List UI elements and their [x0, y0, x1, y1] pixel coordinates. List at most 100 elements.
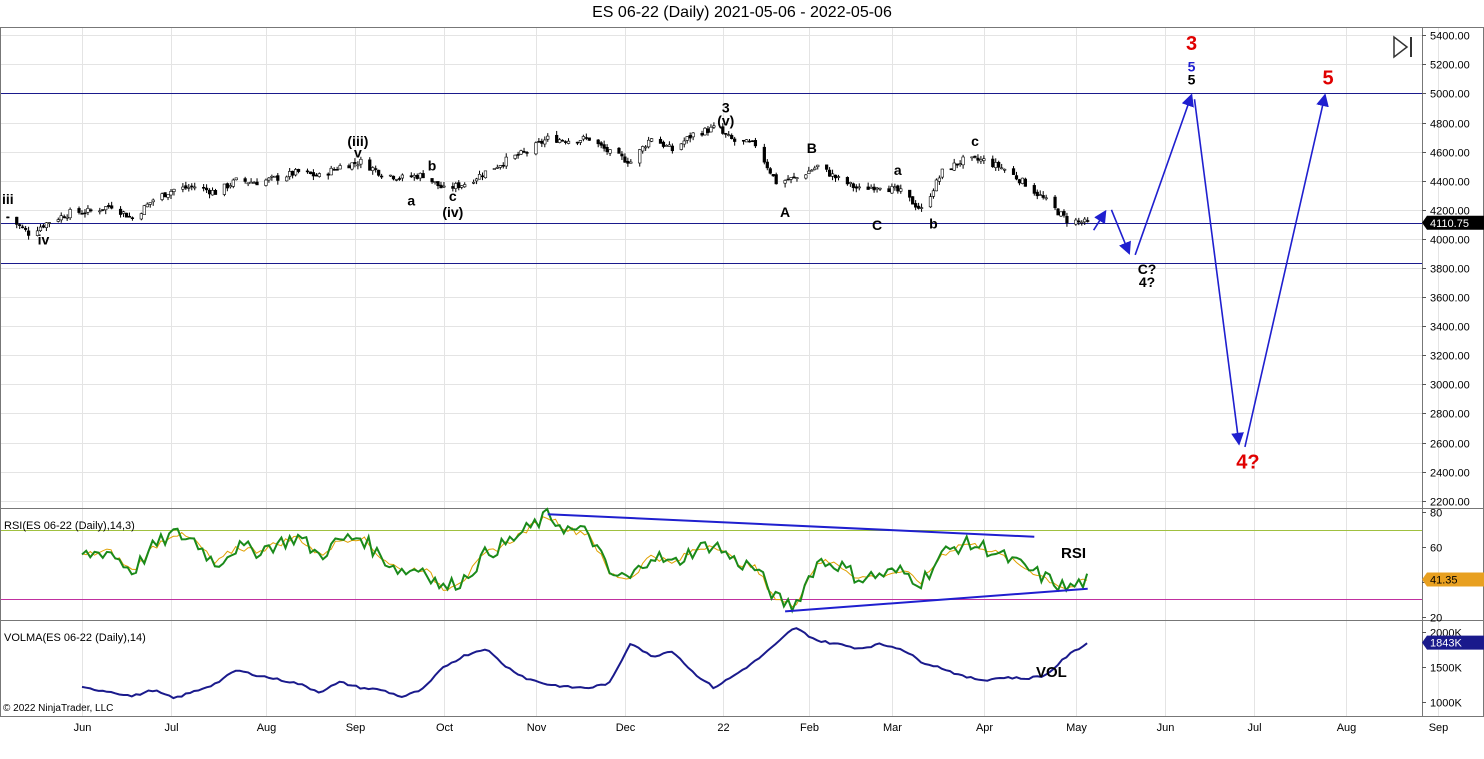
candle-body — [899, 188, 903, 192]
candle-body — [397, 178, 402, 180]
y-tick-label: 2200.00 — [1430, 497, 1470, 509]
candle-body — [202, 186, 206, 189]
candle-body — [727, 134, 731, 136]
candle-body — [1014, 175, 1019, 180]
wave-label: a — [407, 192, 415, 208]
wave-label: 3 — [722, 99, 730, 115]
candle-body — [356, 164, 360, 167]
y-tick-label: 3000.00 — [1430, 380, 1470, 392]
candle-body — [916, 205, 921, 209]
candle-body — [374, 168, 378, 170]
panel-borders — [0, 27, 1484, 717]
wave-label: c — [449, 188, 457, 204]
candle-body — [617, 147, 621, 154]
candle-body — [703, 127, 707, 136]
y-tick-label: 4600.00 — [1430, 148, 1470, 160]
candle-body — [359, 158, 363, 165]
candle-body — [18, 224, 22, 226]
candle-body — [1077, 220, 1081, 223]
candle-body — [563, 141, 568, 143]
candle-body — [234, 177, 238, 181]
candle-body — [44, 222, 48, 228]
candle-body — [291, 170, 295, 176]
y-tick-label: 4200.00 — [1430, 206, 1470, 218]
candle-body — [638, 149, 642, 164]
candle-body — [961, 156, 965, 166]
candle-body — [955, 163, 959, 166]
candle-body — [774, 174, 778, 185]
candle-body — [231, 179, 235, 187]
candle-body — [647, 139, 651, 148]
play-icon[interactable] — [1393, 35, 1412, 59]
x-tick-label: Nov — [527, 722, 547, 734]
candle-body — [807, 170, 811, 174]
x-tick-label: Jul — [164, 722, 178, 734]
candle-body — [391, 175, 396, 180]
candle-body — [1062, 211, 1066, 216]
candle-body — [833, 174, 838, 179]
wave-label: 5 — [1188, 59, 1196, 75]
wave-label: 5 — [1322, 68, 1333, 90]
candle-body — [641, 146, 645, 152]
y-tick-label: 2600.00 — [1430, 439, 1470, 451]
candle-body — [825, 164, 829, 170]
candle-body — [893, 186, 897, 189]
candle-body — [940, 168, 944, 178]
candle-body — [566, 140, 571, 144]
candle-body — [451, 186, 455, 189]
candle-body — [753, 140, 758, 147]
candle-body — [813, 167, 817, 170]
candle-body — [65, 216, 69, 219]
y-tick-label: 5000.00 — [1430, 89, 1470, 101]
candle-body — [890, 186, 894, 194]
candle-body — [976, 157, 980, 161]
candle-body — [543, 139, 547, 145]
x-tick-label: Aug — [1337, 722, 1357, 734]
candle-body — [56, 219, 60, 222]
candle-body — [243, 178, 247, 182]
x-tick-label: Sep — [346, 722, 366, 734]
candle-body — [827, 169, 832, 177]
candle-body — [789, 177, 793, 180]
candle-body — [952, 162, 956, 171]
x-tick-label: Sep — [1429, 722, 1449, 734]
candle-body — [430, 178, 434, 183]
candle-body — [534, 142, 538, 155]
candle-body — [667, 144, 671, 147]
candle-body — [151, 199, 155, 203]
volume-line — [81, 627, 1088, 700]
candle-body — [587, 137, 591, 141]
candle-body — [457, 182, 461, 188]
volume-title: VOLMA(ES 06-22 (Daily),14) — [4, 632, 146, 644]
candle-body — [854, 186, 858, 189]
candle-body — [163, 192, 167, 198]
candle-body — [249, 181, 253, 184]
candle-body — [1038, 194, 1042, 196]
candle-body — [928, 196, 933, 208]
candle-body — [15, 216, 19, 225]
rsi-y-tick-label: 60 — [1430, 543, 1442, 555]
candle-body — [335, 168, 339, 171]
candle-body — [308, 171, 313, 174]
candle-body — [997, 161, 1001, 168]
candle-body — [477, 174, 482, 180]
wave-label: v — [354, 144, 362, 160]
candle-body — [347, 165, 351, 169]
y-tick-label: 3800.00 — [1430, 264, 1470, 276]
rsi-trendline — [547, 513, 1035, 538]
candle-body — [148, 202, 152, 205]
candle-body — [474, 178, 479, 182]
candle-body — [724, 133, 728, 135]
candle-body — [768, 168, 772, 174]
candle-body — [160, 193, 164, 200]
candle-body — [495, 167, 499, 169]
candle-body — [273, 175, 277, 178]
candle-body — [872, 186, 876, 191]
candle-body — [730, 135, 734, 139]
candle-body — [38, 226, 43, 232]
candle-body — [504, 156, 508, 167]
rsi-value-marker: 41.35 — [1430, 575, 1458, 587]
last-price-marker: 4110.75 — [1430, 218, 1469, 230]
candle-body — [762, 146, 766, 163]
